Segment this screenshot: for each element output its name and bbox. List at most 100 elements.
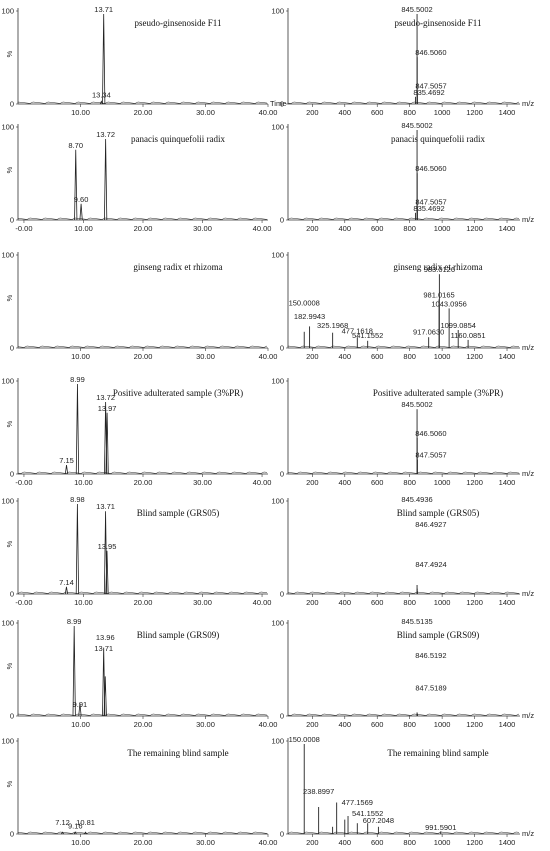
panel-title: panacis quinquefolii radix bbox=[391, 134, 485, 144]
y-tick-label: 100 bbox=[271, 251, 284, 260]
x-tick-label: 400 bbox=[339, 224, 352, 233]
peak-label: 7.14 bbox=[59, 578, 74, 587]
peak-label: 845.5002 bbox=[401, 400, 432, 409]
x-tick-label: 20.00 bbox=[134, 838, 153, 847]
peak-label: 607.2048 bbox=[363, 816, 394, 825]
x-tick-label: 10.00 bbox=[74, 478, 93, 487]
peak-label: 1099.0854 bbox=[440, 321, 475, 330]
x-tick-label: 1400 bbox=[499, 478, 516, 487]
peak-label: 8.99 bbox=[70, 375, 85, 384]
y-axis-label: % bbox=[5, 662, 14, 669]
y-tick-label: 100 bbox=[1, 377, 14, 386]
y-tick-label: 0 bbox=[280, 344, 284, 353]
y-tick-label: 100 bbox=[1, 619, 14, 628]
chromatogram-peak bbox=[60, 831, 65, 835]
x-tick-label: 1000 bbox=[434, 108, 451, 117]
y-tick-label: 0 bbox=[10, 712, 14, 721]
y-axis-label: % bbox=[5, 420, 14, 427]
baseline-trace bbox=[17, 217, 268, 220]
peak-label: 846.5060 bbox=[415, 429, 446, 438]
peak-label: 847.4924 bbox=[415, 560, 446, 569]
x-tick-label: 200 bbox=[306, 224, 319, 233]
chromatogram-peak bbox=[105, 550, 109, 595]
x-tick-label: 400 bbox=[339, 720, 352, 729]
x-tick-label: 600 bbox=[371, 224, 384, 233]
panel-title: ginseng radix et rhizoma bbox=[133, 262, 222, 272]
x-tick-label: 400 bbox=[339, 598, 352, 607]
peak-label: 13.97 bbox=[98, 404, 117, 413]
panel-title: panacis quinquefolii radix bbox=[131, 134, 225, 144]
panel-title: Blind sample (GRS09) bbox=[397, 630, 480, 640]
x-tick-label: 200 bbox=[306, 720, 319, 729]
x-tick-label: 30.00 bbox=[196, 108, 215, 117]
peak-label: 541.1552 bbox=[352, 809, 383, 818]
peak-label: 8.70 bbox=[68, 141, 83, 150]
peak-label: 7.15 bbox=[59, 456, 74, 465]
x-tick-label: 1000 bbox=[434, 224, 451, 233]
peak-label: 991.5901 bbox=[425, 823, 456, 832]
x-tick-label: 10.00 bbox=[71, 352, 90, 361]
x-tick-label: 800 bbox=[403, 838, 416, 847]
x-tick-label: 20.00 bbox=[134, 478, 153, 487]
peak-label: 7.12 bbox=[55, 818, 70, 827]
y-tick-label: 0 bbox=[280, 470, 284, 479]
chromatogram-peak bbox=[64, 464, 69, 475]
y-tick-label: 0 bbox=[10, 830, 14, 839]
x-tick-label: 800 bbox=[403, 720, 416, 729]
chromatogram-peak bbox=[72, 625, 76, 717]
chromatogram-peak bbox=[84, 831, 88, 835]
peak-label: 9.60 bbox=[74, 195, 89, 204]
peak-label: 13.72 bbox=[96, 130, 115, 139]
peak-label: 845.5135 bbox=[401, 617, 432, 626]
baseline-trace bbox=[287, 101, 520, 104]
y-axis-label: % bbox=[5, 294, 14, 301]
y-tick-label: 0 bbox=[280, 830, 284, 839]
x-tick-label: 20.00 bbox=[134, 598, 153, 607]
x-tick-label: 40.00 bbox=[259, 108, 278, 117]
peak-label: 1160.0851 bbox=[451, 331, 486, 340]
peak-label: 847.5057 bbox=[415, 82, 446, 91]
panel-title: Positive adulterated sample (3%PR) bbox=[113, 388, 243, 398]
x-axis-label: m/z bbox=[522, 711, 534, 720]
x-tick-label: 1400 bbox=[499, 838, 516, 847]
x-tick-label: 30.00 bbox=[193, 224, 212, 233]
y-tick-label: 0 bbox=[10, 344, 14, 353]
x-axis-label: m/z bbox=[522, 829, 534, 838]
baseline-trace bbox=[287, 713, 520, 716]
peak-label: 847.5057 bbox=[415, 451, 446, 460]
x-tick-label: 600 bbox=[371, 352, 384, 361]
x-tick-label: 1200 bbox=[466, 720, 483, 729]
peak-label: 983.0126 bbox=[424, 265, 455, 274]
x-tick-label: 1200 bbox=[466, 478, 483, 487]
peak-label: 13.96 bbox=[96, 633, 115, 642]
x-tick-label: 800 bbox=[403, 352, 416, 361]
peak-label: 13.34 bbox=[92, 91, 111, 100]
x-tick-label: 1400 bbox=[499, 108, 516, 117]
peak-label: 10.81 bbox=[76, 818, 95, 827]
x-tick-label: 40.00 bbox=[259, 352, 278, 361]
x-axis-label: m/z bbox=[522, 99, 534, 108]
x-tick-label: 200 bbox=[306, 838, 319, 847]
y-tick-label: 100 bbox=[1, 497, 14, 506]
x-tick-label: 30.00 bbox=[196, 352, 215, 361]
x-tick-label: 200 bbox=[306, 478, 319, 487]
peak-label: 8.98 bbox=[70, 495, 85, 504]
panel-title: Blind sample (GRS05) bbox=[397, 508, 480, 518]
x-tick-label: 10.00 bbox=[71, 838, 90, 847]
x-tick-label: 200 bbox=[306, 598, 319, 607]
x-tick-label: 600 bbox=[371, 838, 384, 847]
x-tick-label: 40.00 bbox=[259, 838, 278, 847]
panel-title: Positive adulterated sample (3%PR) bbox=[373, 388, 503, 398]
y-tick-label: 0 bbox=[280, 590, 284, 599]
peak-label: 13.72 bbox=[96, 393, 115, 402]
y-axis-label: % bbox=[5, 50, 14, 57]
peak-label: 13.71 bbox=[94, 5, 113, 14]
peak-label: 846.5192 bbox=[415, 651, 446, 660]
x-tick-label: 600 bbox=[371, 478, 384, 487]
peak-label: 981.0165 bbox=[423, 290, 454, 299]
x-tick-label: 1000 bbox=[434, 598, 451, 607]
chromatogram-peak bbox=[64, 586, 69, 595]
peak-label: 8.99 bbox=[67, 617, 82, 626]
peak-label: 477.1618 bbox=[342, 326, 373, 335]
